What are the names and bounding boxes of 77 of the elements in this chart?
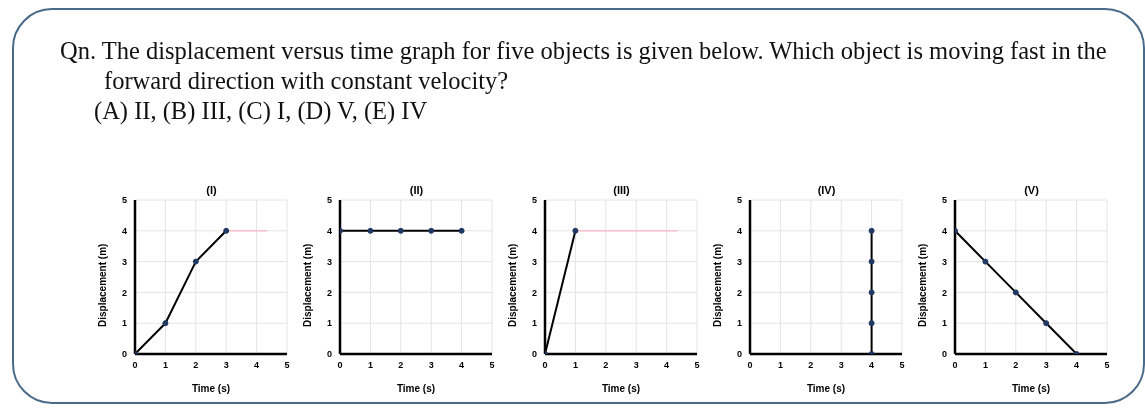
x-tick-label: 4 bbox=[459, 360, 465, 371]
y-tick-label: 4 bbox=[941, 225, 947, 236]
y-tick-label: 0 bbox=[941, 349, 947, 360]
x-tick-label: 1 bbox=[572, 360, 578, 371]
x-tick-label: 2 bbox=[193, 360, 199, 371]
y-tick-label: 3 bbox=[326, 256, 332, 267]
y-axis-title: Displacement (m) bbox=[96, 243, 108, 327]
x-tick-label: 3 bbox=[223, 360, 229, 371]
chart-title: (III) bbox=[612, 184, 631, 196]
y-tick-label: 1 bbox=[736, 318, 742, 329]
y-tick-label: 5 bbox=[531, 195, 537, 206]
x-tick-label: 0 bbox=[952, 360, 958, 371]
y-tick-label: 4 bbox=[326, 225, 332, 236]
text: (A) II, (B) III, (C) I, (D) V, (E) IV bbox=[93, 96, 429, 126]
y-tick-label: 3 bbox=[736, 256, 742, 267]
chart-title: (II) bbox=[408, 184, 425, 196]
x-tick-label: 4 bbox=[1074, 360, 1080, 371]
x-axis-title: Time (s) bbox=[396, 383, 436, 394]
y-tick-label: 1 bbox=[326, 318, 332, 329]
x-tick-label: 1 bbox=[982, 360, 988, 371]
x-axis-title: Time (s) bbox=[1011, 383, 1051, 394]
y-tick-label: 5 bbox=[941, 195, 947, 206]
y-tick-label: 1 bbox=[121, 318, 127, 329]
x-axis-title: Time (s) bbox=[191, 383, 231, 394]
x-tick-label: 3 bbox=[838, 360, 844, 371]
y-tick-label: 0 bbox=[121, 349, 127, 360]
y-tick-label: 3 bbox=[121, 256, 127, 267]
x-tick-label: 3 bbox=[1043, 360, 1049, 371]
y-tick-label: 3 bbox=[941, 256, 947, 267]
x-tick-label: 1 bbox=[367, 360, 373, 371]
x-tick-label: 5 bbox=[694, 360, 700, 371]
y-tick-label: 2 bbox=[326, 287, 332, 298]
x-tick-label: 2 bbox=[398, 360, 404, 371]
y-tick-label: 5 bbox=[736, 195, 742, 206]
y-tick-label: 2 bbox=[531, 287, 537, 298]
x-tick-label: 0 bbox=[337, 360, 343, 371]
y-tick-label: 4 bbox=[121, 225, 127, 236]
x-tick-label: 5 bbox=[284, 360, 290, 371]
y-tick-label: 2 bbox=[121, 287, 127, 298]
y-tick-label: 5 bbox=[326, 195, 332, 206]
x-tick-label: 2 bbox=[1013, 360, 1019, 371]
y-tick-label: 5 bbox=[121, 195, 127, 206]
x-tick-label: 5 bbox=[1104, 360, 1110, 371]
text: Qn. The displacement versus time graph for five objects is given below. Which object is moving fast in the forward direction with constant velocity? bbox=[60, 36, 1108, 96]
x-axis-title: Time (s) bbox=[601, 383, 641, 394]
x-tick-label: 1 bbox=[777, 360, 783, 371]
x-tick-label: 0 bbox=[542, 360, 548, 371]
x-tick-label: 0 bbox=[132, 360, 138, 371]
y-axis-title: Displacement (m) bbox=[506, 243, 518, 327]
x-tick-label: 4 bbox=[254, 360, 260, 371]
y-axis-title: Displacement (m) bbox=[711, 243, 723, 327]
y-tick-label: 0 bbox=[531, 349, 537, 360]
x-tick-label: 2 bbox=[808, 360, 814, 371]
x-tick-label: 2 bbox=[603, 360, 609, 371]
chart-title: (V) bbox=[1023, 184, 1040, 196]
x-tick-label: 1 bbox=[162, 360, 168, 371]
y-tick-label: 2 bbox=[941, 287, 947, 298]
x-tick-label: 4 bbox=[869, 360, 875, 371]
y-tick-label: 0 bbox=[326, 349, 332, 360]
y-tick-label: 4 bbox=[736, 225, 742, 236]
y-tick-label: 1 bbox=[941, 318, 947, 329]
x-tick-label: 3 bbox=[633, 360, 639, 371]
x-axis-title: Time (s) bbox=[806, 383, 846, 394]
y-axis-title: Displacement (m) bbox=[301, 243, 313, 327]
x-tick-label: 3 bbox=[428, 360, 434, 371]
x-tick-label: 4 bbox=[664, 360, 670, 371]
y-axis-title: Displacement (m) bbox=[916, 243, 928, 327]
y-tick-label: 2 bbox=[736, 287, 742, 298]
chart-title: (I) bbox=[205, 184, 218, 196]
y-tick-label: 0 bbox=[736, 349, 742, 360]
x-tick-label: 5 bbox=[899, 360, 905, 371]
y-tick-label: 4 bbox=[531, 225, 537, 236]
y-tick-label: 1 bbox=[531, 318, 537, 329]
x-tick-label: 5 bbox=[489, 360, 495, 371]
chart-title: (IV) bbox=[816, 184, 837, 196]
x-tick-label: 0 bbox=[747, 360, 753, 371]
y-tick-label: 3 bbox=[531, 256, 537, 267]
